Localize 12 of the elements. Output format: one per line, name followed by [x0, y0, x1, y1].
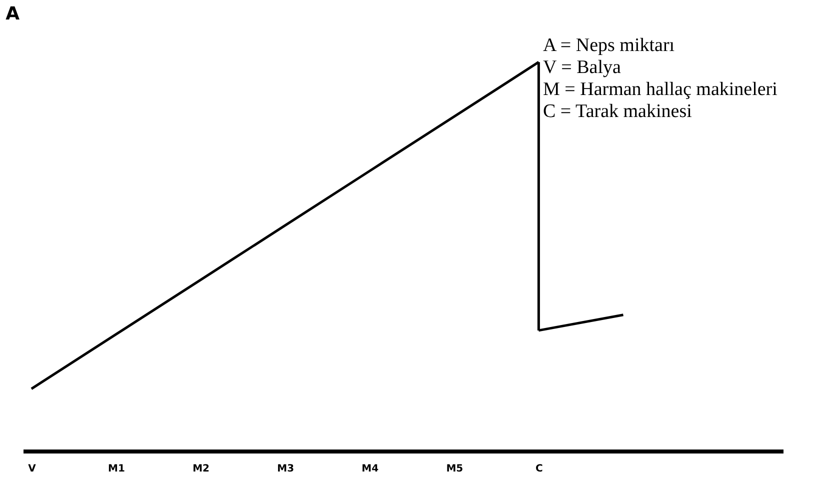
x-tick-label: M3: [277, 464, 294, 474]
x-tick-label: M4: [362, 464, 379, 474]
annotation: V = Balya: [543, 57, 622, 78]
x-tick-label: M1: [108, 464, 125, 474]
y-axis-title: A: [6, 4, 20, 24]
x-tick-label: C: [536, 464, 543, 474]
x-tick-label: M5: [446, 464, 464, 474]
annotation: M = Harman hallaç makineleri: [543, 79, 778, 100]
x-tick-label: V: [28, 464, 36, 474]
annotation: C = Tarak makinesi: [543, 101, 692, 122]
x-tick-label: M2: [192, 464, 210, 474]
text: A = Neps miktarı: [543, 35, 675, 56]
